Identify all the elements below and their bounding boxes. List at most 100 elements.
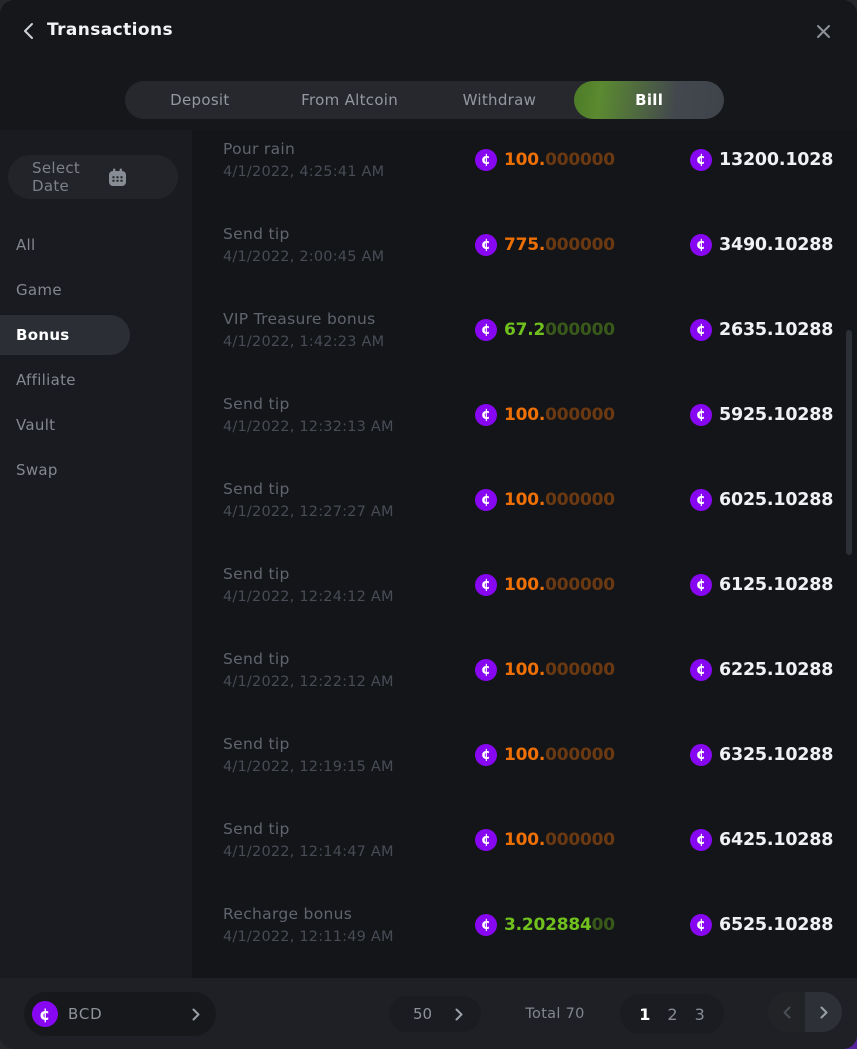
page-button-3[interactable]: 3 <box>694 1004 705 1024</box>
previous-page-button[interactable] <box>768 992 805 1032</box>
select-date-button[interactable]: Select Date <box>8 155 178 199</box>
scrollbar-thumb[interactable] <box>846 330 852 555</box>
chevron-left-icon <box>23 23 33 39</box>
sidebar-item-vault[interactable]: Vault <box>16 415 56 434</box>
transaction-title: Send tip <box>223 224 290 243</box>
bcd-coin-icon: ¢ <box>688 827 714 852</box>
transaction-row: Send tip 4/1/2022, 12:24:12 AM ¢ 100.000000… <box>192 542 857 627</box>
currency-code: BCD <box>68 1005 103 1023</box>
balance-value: 6525.10288 <box>719 914 834 935</box>
amount-padding: 000000 <box>545 319 615 340</box>
transaction-info: Send tip 4/1/2022, 12:24:12 AM <box>223 565 475 605</box>
page-title: Transactions <box>47 20 174 40</box>
transaction-balance: ¢ 3490.10288 <box>688 232 857 257</box>
pagination-nav <box>768 992 842 1032</box>
transaction-balance: ¢ 2635.10288 <box>688 317 857 342</box>
transaction-title: Send tip <box>223 564 290 583</box>
transaction-row: VIP Treasure bonus 4/1/2022, 1:42:23 AM ¢ 6… <box>192 287 857 372</box>
bcd-coin-icon: ¢ <box>473 742 499 767</box>
filter-sidebar: Select Date All Game Bonus Affiliate Vault Sw… <box>0 130 192 978</box>
transaction-row: Pour rain 4/1/2022, 4:25:41 AM ¢ 100.000000… <box>192 130 857 202</box>
transaction-info: Send tip 4/1/2022, 12:22:12 AM <box>223 650 475 690</box>
balance-value: 6125.10288 <box>719 574 834 595</box>
sidebar-item-all[interactable]: All <box>16 235 36 254</box>
transaction-info: VIP Treasure bonus 4/1/2022, 1:42:23 AM <box>223 310 475 350</box>
transaction-info: Send tip 4/1/2022, 12:19:15 AM <box>223 735 475 775</box>
chevron-right-icon <box>820 1006 827 1018</box>
transaction-amount: ¢ 100.000000 <box>473 657 690 682</box>
transaction-amount: ¢ 100.000000 <box>473 827 690 852</box>
page-button-2[interactable]: 2 <box>667 1004 678 1024</box>
tab-withdraw[interactable]: Withdraw <box>462 91 537 109</box>
calendar-icon <box>84 168 160 187</box>
modal-header: Transactions <box>0 0 857 62</box>
transaction-title: Send tip <box>223 649 290 668</box>
chevron-right-icon <box>192 1008 200 1021</box>
close-button[interactable] <box>809 17 837 45</box>
chevron-left-icon <box>783 1006 790 1018</box>
tab-deposit[interactable]: Deposit <box>170 91 230 109</box>
transaction-title: Send tip <box>223 734 290 753</box>
transaction-list-panel: Pour rain 4/1/2022, 4:25:41 AM ¢ 100.000000… <box>192 130 857 978</box>
transaction-title: Send tip <box>223 479 290 498</box>
transaction-datetime: 4/1/2022, 12:32:13 AM <box>223 418 394 435</box>
transaction-datetime: 4/1/2022, 2:00:45 AM <box>223 248 385 265</box>
bcd-coin-icon: ¢ <box>688 657 714 682</box>
transaction-balance: ¢ 5925.10288 <box>688 402 857 427</box>
page-size-selector[interactable]: 50 <box>389 996 481 1032</box>
tab-bill[interactable]: Bill <box>574 81 724 119</box>
sidebar-item-swap[interactable]: Swap <box>16 460 58 479</box>
transaction-amount: ¢ 3.20288400 <box>473 912 690 937</box>
balance-value: 6225.10288 <box>719 659 834 680</box>
sidebar-item-game[interactable]: Game <box>16 280 62 299</box>
page-button-1[interactable]: 1 <box>639 1004 651 1024</box>
select-date-label: Select Date <box>32 159 81 195</box>
filter-list: All Game Bonus Affiliate Vault Swap <box>0 222 192 492</box>
sidebar-item-affiliate[interactable]: Affiliate <box>16 370 76 389</box>
content-area: Select Date All Game Bonus Affiliate Vault Sw… <box>0 130 857 978</box>
balance-value: 2635.10288 <box>719 319 834 340</box>
transaction-row: Send tip 4/1/2022, 12:14:47 AM ¢ 100.000000… <box>192 797 857 882</box>
transaction-row: Send tip 4/1/2022, 12:32:13 AM ¢ 100.000000… <box>192 372 857 457</box>
amount-padding: 000000 <box>545 149 615 170</box>
balance-value: 6025.10288 <box>719 489 834 510</box>
amount-padding: 000000 <box>545 659 615 680</box>
transaction-amount: ¢ 100.000000 <box>473 742 690 767</box>
transaction-amount: ¢ 100.000000 <box>473 487 690 512</box>
bcd-coin-icon: ¢ <box>688 572 714 597</box>
sidebar-item-bonus[interactable]: Bonus <box>0 314 130 355</box>
balance-value: 5925.10288 <box>719 404 834 425</box>
amount-padding: 00 <box>591 914 615 935</box>
bcd-coin-icon: ¢ <box>473 487 499 512</box>
bcd-coin-icon: ¢ <box>688 232 714 257</box>
transaction-datetime: 4/1/2022, 12:27:27 AM <box>223 503 394 520</box>
bcd-coin-icon: ¢ <box>688 912 714 937</box>
transaction-balance: ¢ 6325.10288 <box>688 742 857 767</box>
transaction-amount: ¢ 100.000000 <box>473 572 690 597</box>
bcd-coin-icon: ¢ <box>688 402 714 427</box>
bcd-coin-icon: ¢ <box>473 912 499 937</box>
transaction-balance: ¢ 6225.10288 <box>688 657 857 682</box>
transaction-balance: ¢ 13200.1028 <box>688 147 857 172</box>
amount-significant: 100. <box>504 404 546 425</box>
bcd-coin-icon: ¢ <box>688 317 714 342</box>
bcd-coin-icon: ¢ <box>473 572 499 597</box>
transaction-datetime: 4/1/2022, 12:14:47 AM <box>223 843 394 860</box>
balance-value: 13200.1028 <box>719 149 834 170</box>
transaction-title: Recharge bonus <box>223 904 353 923</box>
tab-from-altcoin[interactable]: From Altcoin <box>301 91 399 109</box>
next-page-button[interactable] <box>805 992 842 1032</box>
transaction-amount: ¢ 100.000000 <box>473 147 690 172</box>
bcd-coin-icon: ¢ <box>30 999 60 1029</box>
transaction-title: Send tip <box>223 819 290 838</box>
amount-padding: 000000 <box>545 574 615 595</box>
bcd-coin-icon: ¢ <box>688 147 714 172</box>
page-size-value: 50 <box>413 1005 433 1023</box>
currency-selector[interactable]: ¢ BCD <box>24 992 216 1036</box>
transaction-title: Pour rain <box>223 139 296 158</box>
bcd-coin-icon: ¢ <box>473 827 499 852</box>
back-button[interactable] <box>16 19 40 43</box>
